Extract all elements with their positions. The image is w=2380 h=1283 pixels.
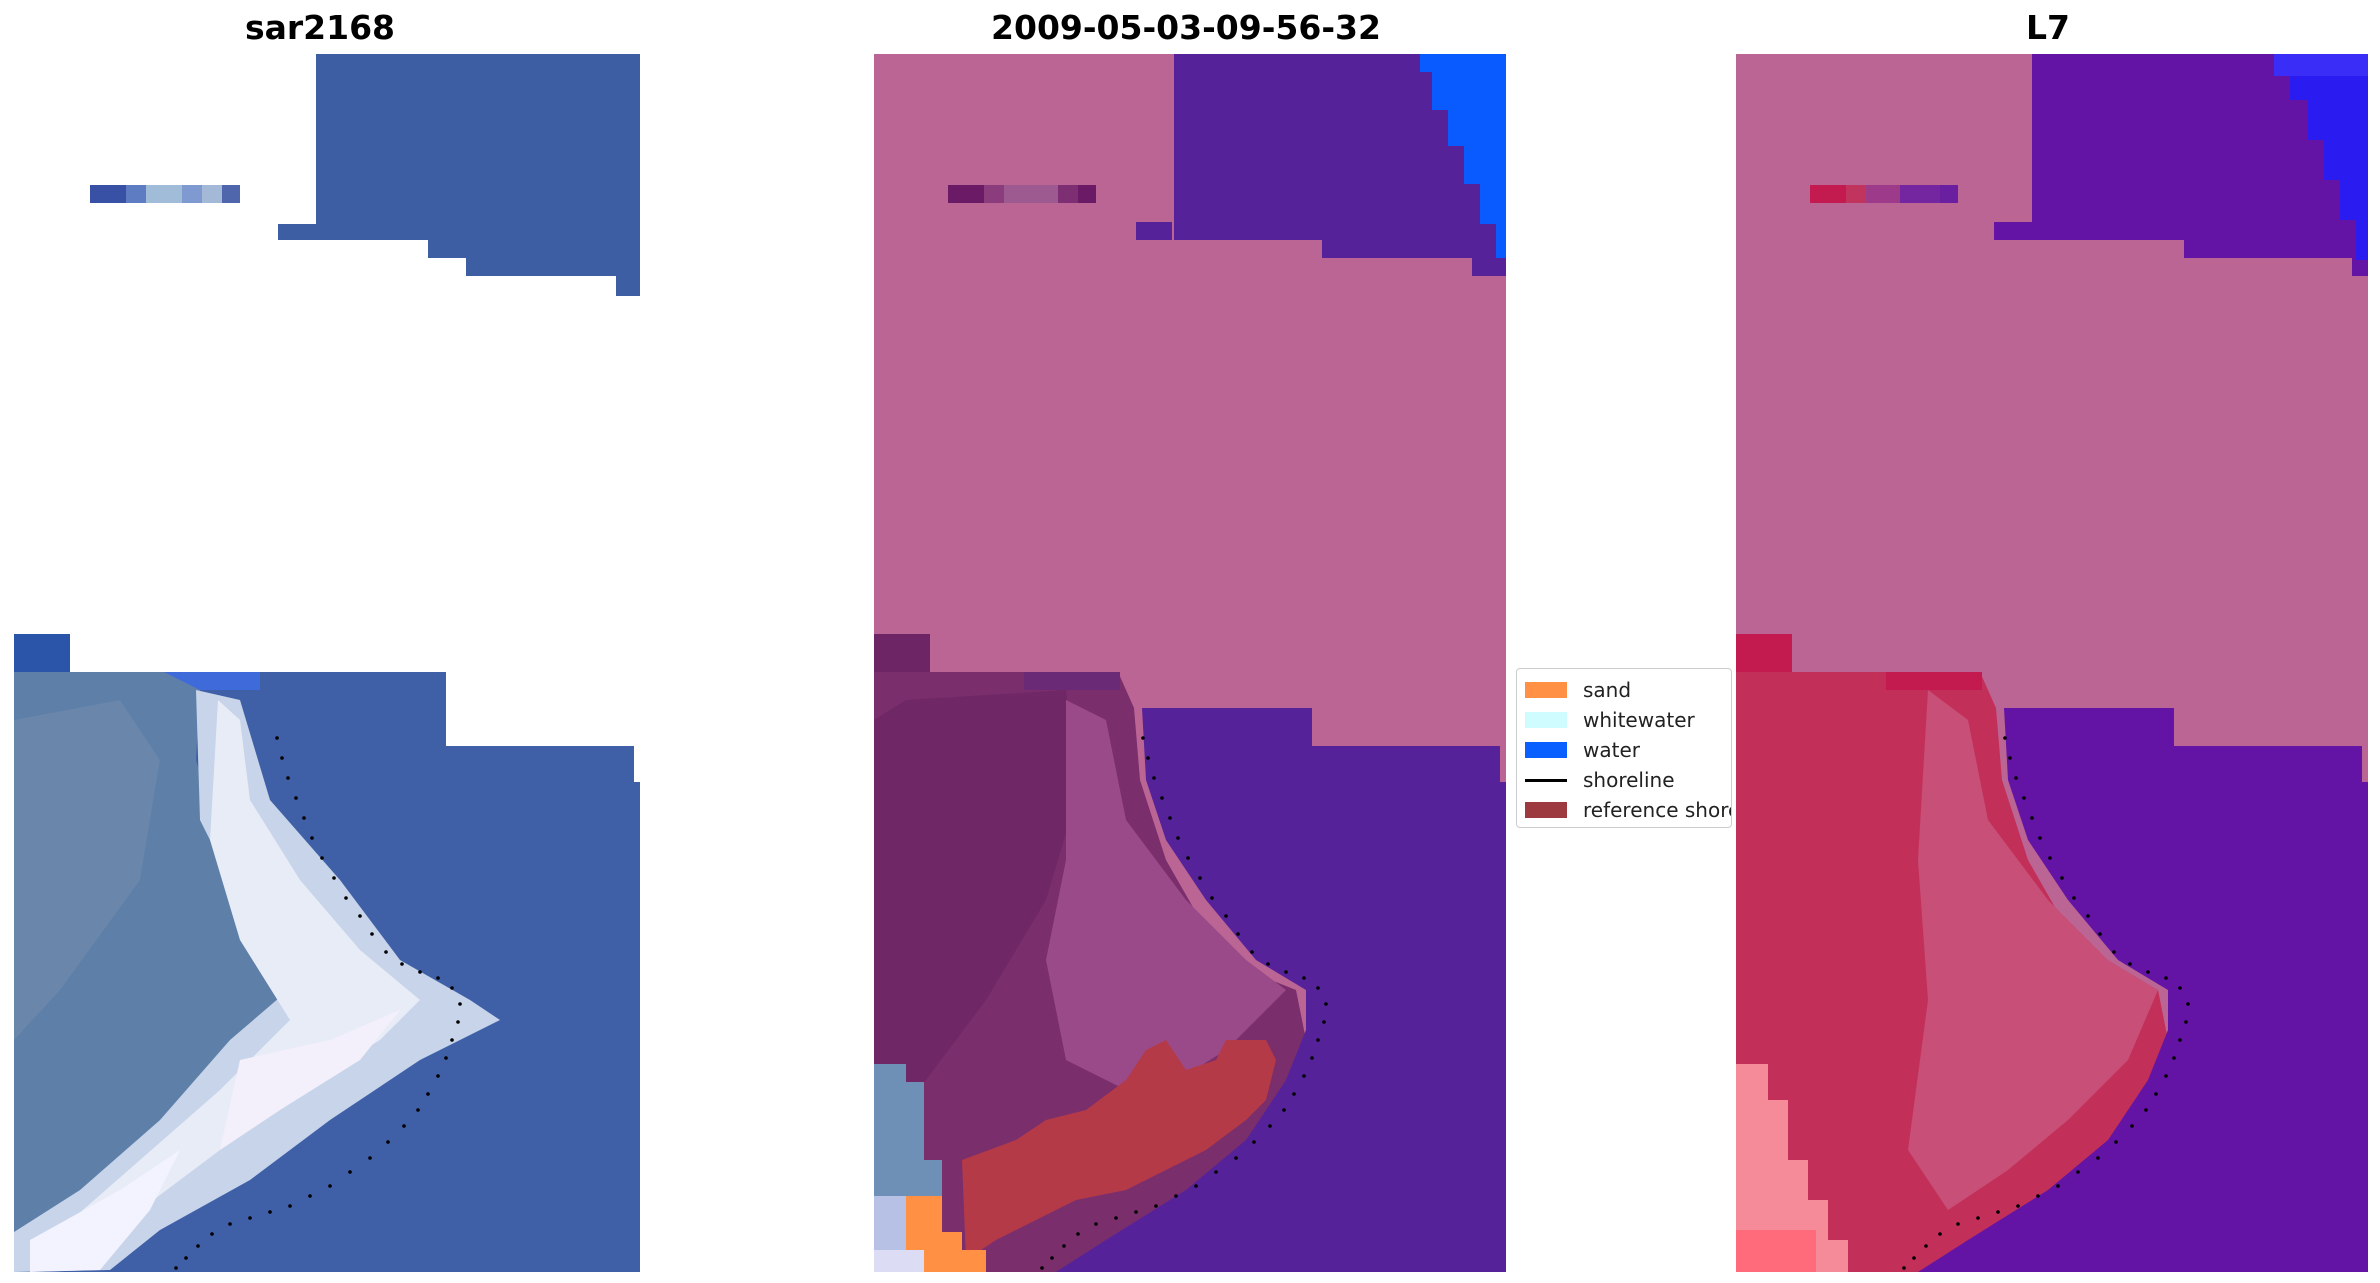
l7-panel: L7 <box>1728 0 2368 1283</box>
classified-shoreline-dots <box>1040 736 1328 1270</box>
legend-label-sand: sand <box>1583 678 1632 702</box>
classified-panel: 2009-05-03-09-56-32 <box>866 0 1506 1283</box>
sand-swatch <box>1525 682 1567 698</box>
reference-shoreline-swatch <box>1525 802 1567 818</box>
shoreline-line-swatch <box>1525 778 1567 782</box>
rgb-image <box>14 54 640 1272</box>
rgb-bottom-block <box>14 634 640 1272</box>
classified-top-water <box>1136 54 1506 276</box>
l7-image <box>1736 54 2368 1272</box>
classified-bottom-land <box>874 634 1506 1272</box>
legend-label-reference-shoreline: reference shoreline <box>1583 798 1731 822</box>
classified-image <box>874 54 1506 1272</box>
rgb-shoreline-dots <box>174 736 462 1270</box>
legend-item-sand: sand <box>1525 677 1631 703</box>
legend-item-shoreline: shoreline <box>1525 767 1675 793</box>
legend: sand whitewater water shoreline referenc… <box>1516 668 1732 828</box>
legend-label-shoreline: shoreline <box>1583 768 1675 792</box>
whitewater-swatch <box>1525 712 1567 728</box>
legend-item-whitewater: whitewater <box>1525 707 1695 733</box>
classified-top-strip <box>948 185 1096 203</box>
panel-title-l7: L7 <box>2026 8 2070 47</box>
l7-top-water <box>1994 54 2368 276</box>
l7-bottom-land <box>1736 634 2368 1272</box>
rgb-panel: sar2168 <box>0 0 640 1283</box>
l7-shoreline-dots <box>1902 736 2190 1270</box>
water-swatch <box>1525 742 1567 758</box>
panel-title-rgb: sar2168 <box>244 8 396 47</box>
panel-title-classified: 2009-05-03-09-56-32 <box>991 8 1381 47</box>
rgb-top-strip <box>90 185 240 203</box>
l7-top-strip <box>1810 185 1958 203</box>
legend-label-whitewater: whitewater <box>1583 708 1695 732</box>
legend-label-water: water <box>1583 738 1640 762</box>
legend-item-water: water <box>1525 737 1640 763</box>
legend-clip-mask <box>1736 668 1740 828</box>
rgb-top-water <box>278 54 640 296</box>
legend-item-reference-shoreline: reference shoreline <box>1525 797 1731 823</box>
